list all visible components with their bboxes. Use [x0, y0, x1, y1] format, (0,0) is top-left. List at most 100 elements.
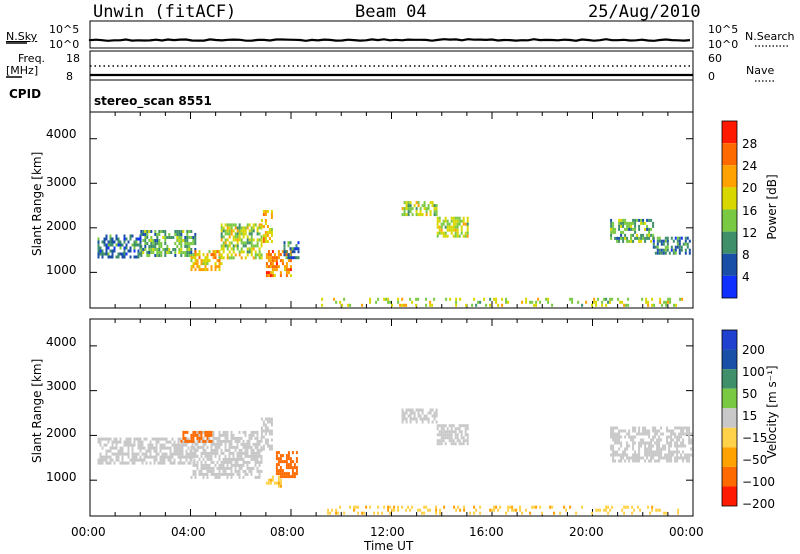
panel-2-cell [421, 417, 424, 421]
panel-1-cell [154, 245, 157, 248]
panel-2-cell [331, 508, 334, 512]
panel-1-cell [208, 250, 211, 254]
panel-2-cell [109, 461, 112, 465]
panel-2-cell [246, 439, 249, 443]
panel-2-cell [210, 457, 213, 461]
panel-2-cell [393, 508, 396, 512]
panel-1-cell [411, 207, 414, 211]
panel-1-cell [230, 241, 233, 245]
panel-2-cell [264, 423, 267, 427]
panel-1-cell [279, 271, 282, 275]
velocity-colorbar-swatch [722, 349, 737, 370]
panel-1-cell [281, 250, 284, 254]
panel-1-cell [172, 248, 175, 251]
panel-2-cell [236, 454, 239, 458]
panel-1-cell [676, 245, 679, 249]
panel-1-cell [452, 219, 455, 223]
panel-2-cell [230, 463, 233, 467]
nave-label: Nave [746, 64, 775, 77]
panel-1-cell [137, 255, 140, 259]
panel-1-cell [672, 239, 675, 243]
panel-1-cell [663, 300, 666, 304]
panel-2-cell [642, 438, 645, 442]
panel-2-cell [638, 459, 641, 463]
p1-ytick-4000: 4000 [46, 127, 77, 141]
panel-2-cell [159, 446, 162, 450]
panel-1-cell [659, 300, 662, 304]
panel-1-cell [625, 303, 628, 307]
panel-2-cell [222, 466, 225, 470]
panel-2-cell [285, 460, 288, 464]
panel-1-cell [256, 253, 259, 257]
panel-2-cell [688, 435, 691, 439]
panel-2-cell [129, 443, 132, 447]
panel-2-cell [208, 466, 211, 470]
panel-2-cell [632, 426, 635, 430]
panel-1-cell [180, 239, 183, 242]
panel-2-cell [421, 408, 424, 412]
panel-1-cell [264, 219, 267, 222]
panel-1-cell [178, 248, 181, 251]
panel-2-cell [198, 445, 201, 449]
panel-2-cell [664, 453, 667, 457]
panel-1-cell [624, 218, 627, 222]
panel-1-cell [271, 268, 274, 272]
panel-2-cell [654, 441, 657, 445]
panel-1-cell [609, 300, 612, 304]
panel-1-cell [287, 253, 290, 257]
panel-1-cell [250, 229, 253, 233]
panel-2-cell [256, 445, 259, 449]
panel-1-cell [612, 221, 615, 225]
panel-1-cell [387, 300, 390, 304]
panel-2-cell [194, 451, 197, 455]
panel-1-cell [232, 256, 235, 260]
panel-2-cell [674, 441, 677, 445]
panel-1-cell [188, 254, 191, 257]
panel-1-cell [626, 239, 629, 243]
panel-2-cell [200, 439, 203, 443]
panel-2-cell [121, 452, 124, 456]
panel-1-cell [387, 297, 390, 301]
panel-2-cell [234, 463, 237, 467]
panel-1-cell [632, 221, 635, 225]
panel-2-cell [99, 443, 102, 447]
panel-1-cell [119, 240, 122, 244]
panel-2-cell [232, 445, 235, 449]
panel-2-cell [198, 469, 201, 473]
panel-2-cell [452, 439, 455, 443]
panel-2-cell [620, 429, 623, 433]
panel-2-cell [196, 445, 199, 449]
panel-1-cell [652, 239, 655, 243]
panel-2-cell [111, 458, 114, 462]
cb2-tick-m100: −100 [742, 475, 775, 489]
panel-2-cell [624, 459, 627, 463]
panel-2-cell [218, 430, 221, 434]
panel-2-cell [137, 443, 140, 447]
panel-1-cell [273, 268, 276, 272]
panel-2-cell [210, 454, 213, 458]
panel-1-cell [409, 207, 412, 211]
panel-2-cell [129, 458, 132, 462]
panel-1-cell [429, 300, 432, 304]
panel-2-cell [460, 436, 463, 440]
panel-2-cell [690, 447, 693, 451]
panel-2-cell [198, 439, 201, 443]
panel-2-cell [632, 435, 635, 439]
panel-1-cell [545, 297, 548, 301]
panel-1-cell [668, 251, 671, 255]
panel-2-cell [454, 430, 457, 434]
panel-1-cell [240, 250, 243, 254]
panel-2-cell [250, 472, 253, 476]
panel-2-cell [676, 456, 679, 460]
panel-2-cell [650, 459, 653, 463]
panel-2-cell [479, 511, 482, 515]
panel-2-cell [616, 426, 619, 430]
panel-1-cell [547, 297, 550, 301]
panel-2-cell [189, 461, 192, 465]
panel-2-cell [565, 508, 568, 512]
panel-2-cell [218, 439, 221, 443]
panel-2-cell [553, 511, 556, 515]
panel-2-cell [220, 466, 223, 470]
panel-2-cell [654, 450, 657, 454]
panel-2-cell [464, 424, 467, 428]
